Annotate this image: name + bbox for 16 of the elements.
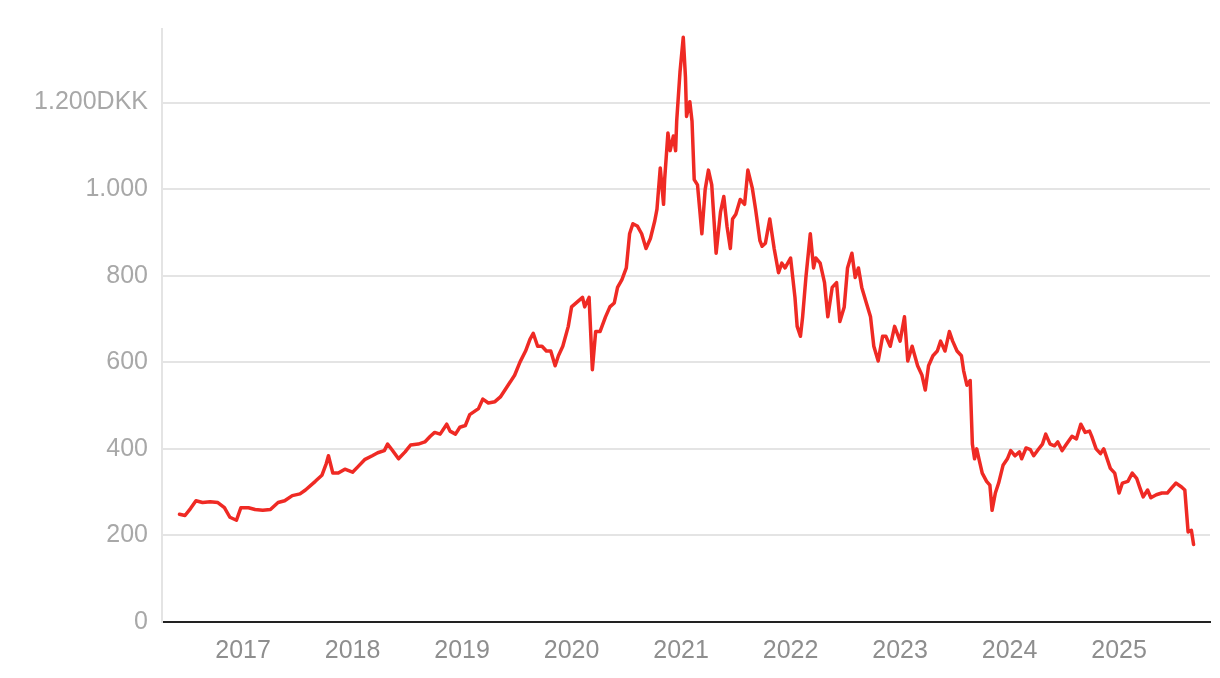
x-tick-label: 2018 (324, 634, 381, 663)
x-tick-label: 2023 (872, 634, 928, 663)
y-tick-label: 400 (106, 432, 148, 461)
y-tick-label: 200 (106, 519, 148, 548)
y-tick-label: 800 (106, 259, 148, 288)
x-tick-label: 2021 (653, 634, 709, 663)
x-tick-label: 2025 (1091, 634, 1147, 663)
y-tick-label: 600 (106, 346, 148, 375)
y-tick-label: 1.200DKK (34, 86, 149, 115)
y-tick-label: 1.000 (85, 173, 148, 202)
x-tick-label: 2020 (543, 634, 600, 663)
y-tick-label: 0 (134, 605, 148, 634)
x-tick-label: 2019 (434, 634, 490, 663)
x-tick-label: 2022 (762, 634, 819, 663)
x-tick-label: 2017 (215, 634, 271, 663)
x-tick-label: 2024 (981, 634, 1038, 663)
